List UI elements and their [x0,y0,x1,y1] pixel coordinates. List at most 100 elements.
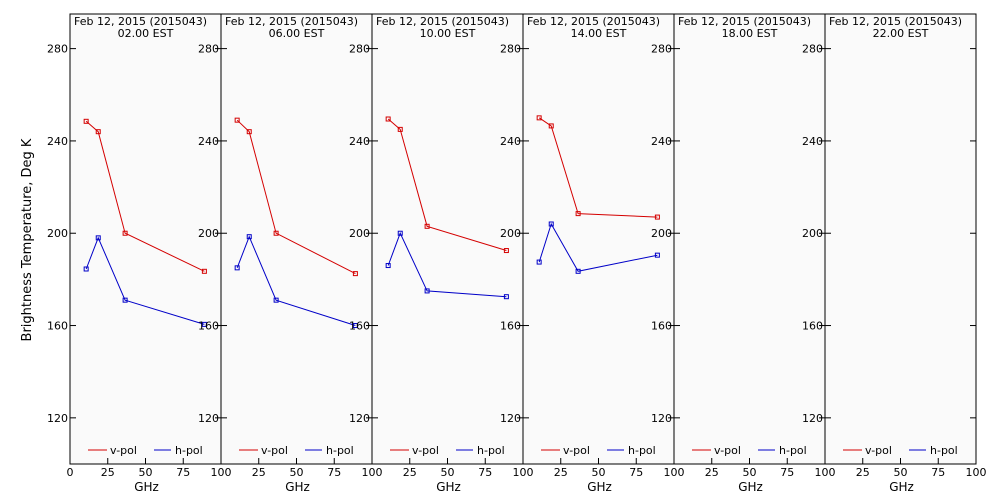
x-tick-label: 75 [176,466,190,479]
x-tick-label: 50 [592,466,606,479]
series-line-v-pol [538,117,658,218]
panel-6: Feb 12, 2015 (2015043)22.00 EST 120 160 200… [802,13,987,494]
y-tick-label: 240 [47,135,68,148]
data-point-h-pol [95,235,101,241]
panel-title-time: 10.00 EST [420,27,476,40]
x-tick-label: 25 [252,466,266,479]
y-tick-label: 120 [802,412,823,425]
data-point-v-pol [234,117,240,123]
data-point-h-pol [385,263,391,269]
data-point-v-pol [424,223,430,229]
y-tick-label: 160 [198,320,219,333]
x-tick-label: 50 [894,466,908,479]
data-point-v-pol [385,116,391,122]
series-line-v-pol [85,120,205,272]
panel-2: Feb 12, 2015 (2015043)06.00 EST 120 160 200… [198,13,383,494]
data-point-h-pol [536,259,542,265]
panel-4: Feb 12, 2015 (2015043)14.00 EST 120 160 200… [500,13,685,494]
data-point-v-pol [352,271,358,277]
data-point-h-pol [503,294,509,300]
x-tick-label: 75 [327,466,341,479]
y-tick-label: 160 [651,320,672,333]
x-tick-label: 100 [966,466,987,479]
legend-label-h-pol: h-pol [779,444,807,457]
panel-title-time: 18.00 EST [722,27,778,40]
y-axis-label: Brightness Temperature, Deg K [20,138,35,341]
data-point-v-pol [548,123,554,129]
x-tick-label: 50 [290,466,304,479]
x-tick-label: 100 [362,466,383,479]
x-tick-label: 75 [629,466,643,479]
data-point-h-pol [273,297,279,303]
y-tick-label: 200 [651,227,672,240]
data-point-v-pol [273,230,279,236]
y-tick-label: 280 [500,43,521,56]
x-tick-label: 100 [211,466,232,479]
data-point-h-pol [234,265,240,271]
x-tick-label: 100 [513,466,534,479]
data-point-v-pol [397,126,403,132]
y-tick-label: 240 [349,135,370,148]
panel-title-time: 14.00 EST [571,27,627,40]
legend-label-v-pol: v-pol [261,444,288,457]
panel-title-time: 02.00 EST [118,27,174,40]
legend-label-v-pol: v-pol [714,444,741,457]
x-axis-label: GHz [134,480,159,494]
x-tick-label: 25 [403,466,417,479]
panel-frame [220,13,373,465]
x-axis-label: GHz [889,480,914,494]
panel-title-time: 22.00 EST [873,27,929,40]
y-tick-label: 120 [349,412,370,425]
data-point-v-pol [246,129,252,135]
y-tick-label: 240 [651,135,672,148]
x-tick-label: 100 [815,466,836,479]
data-point-v-pol [201,268,207,274]
data-point-h-pol [122,297,128,303]
y-tick-label: 200 [349,227,370,240]
y-tick-label: 160 [349,320,370,333]
panel-title-date: Feb 12, 2015 (2015043) [678,15,811,28]
panel-title-date: Feb 12, 2015 (2015043) [74,15,207,28]
y-tick-label: 200 [198,227,219,240]
y-tick-label: 120 [198,412,219,425]
data-point-h-pol [424,288,430,294]
data-point-h-pol [83,266,89,272]
x-axis-label: GHz [285,480,310,494]
series-line-h-pol [236,235,356,326]
panel-title-date: Feb 12, 2015 (2015043) [376,15,509,28]
series-line-v-pol [236,119,356,275]
data-point-h-pol [575,268,581,274]
x-tick-label: 25 [554,466,568,479]
series-line-h-pol [538,222,658,272]
data-point-h-pol [654,252,660,258]
panel-title-date: Feb 12, 2015 (2015043) [829,15,962,28]
y-tick-label: 280 [349,43,370,56]
data-point-v-pol [95,129,101,135]
legend-label-h-pol: h-pol [628,444,656,457]
x-tick-label: 25 [101,466,115,479]
y-tick-label: 160 [47,320,68,333]
legend-label-v-pol: v-pol [865,444,892,457]
x-tick-label: 100 [664,466,685,479]
x-axis-label: GHz [738,480,763,494]
panel-frame [673,13,826,465]
y-tick-label: 240 [198,135,219,148]
y-tick-label: 200 [500,227,521,240]
y-tick-label: 280 [47,43,68,56]
data-point-v-pol [654,214,660,220]
series-line-h-pol [387,231,507,298]
y-tick-label: 240 [802,135,823,148]
panel-5: Feb 12, 2015 (2015043)18.00 EST 120 160 200… [651,13,836,494]
legend-label-v-pol: v-pol [563,444,590,457]
legend-label-h-pol: h-pol [326,444,354,457]
y-tick-label: 120 [500,412,521,425]
x-tick-label: 50 [441,466,455,479]
panel-frame [824,13,977,465]
y-tick-label: 240 [500,135,521,148]
y-tick-label: 280 [802,43,823,56]
legend-label-h-pol: h-pol [175,444,203,457]
data-point-v-pol [575,211,581,217]
legend-label-h-pol: h-pol [477,444,505,457]
